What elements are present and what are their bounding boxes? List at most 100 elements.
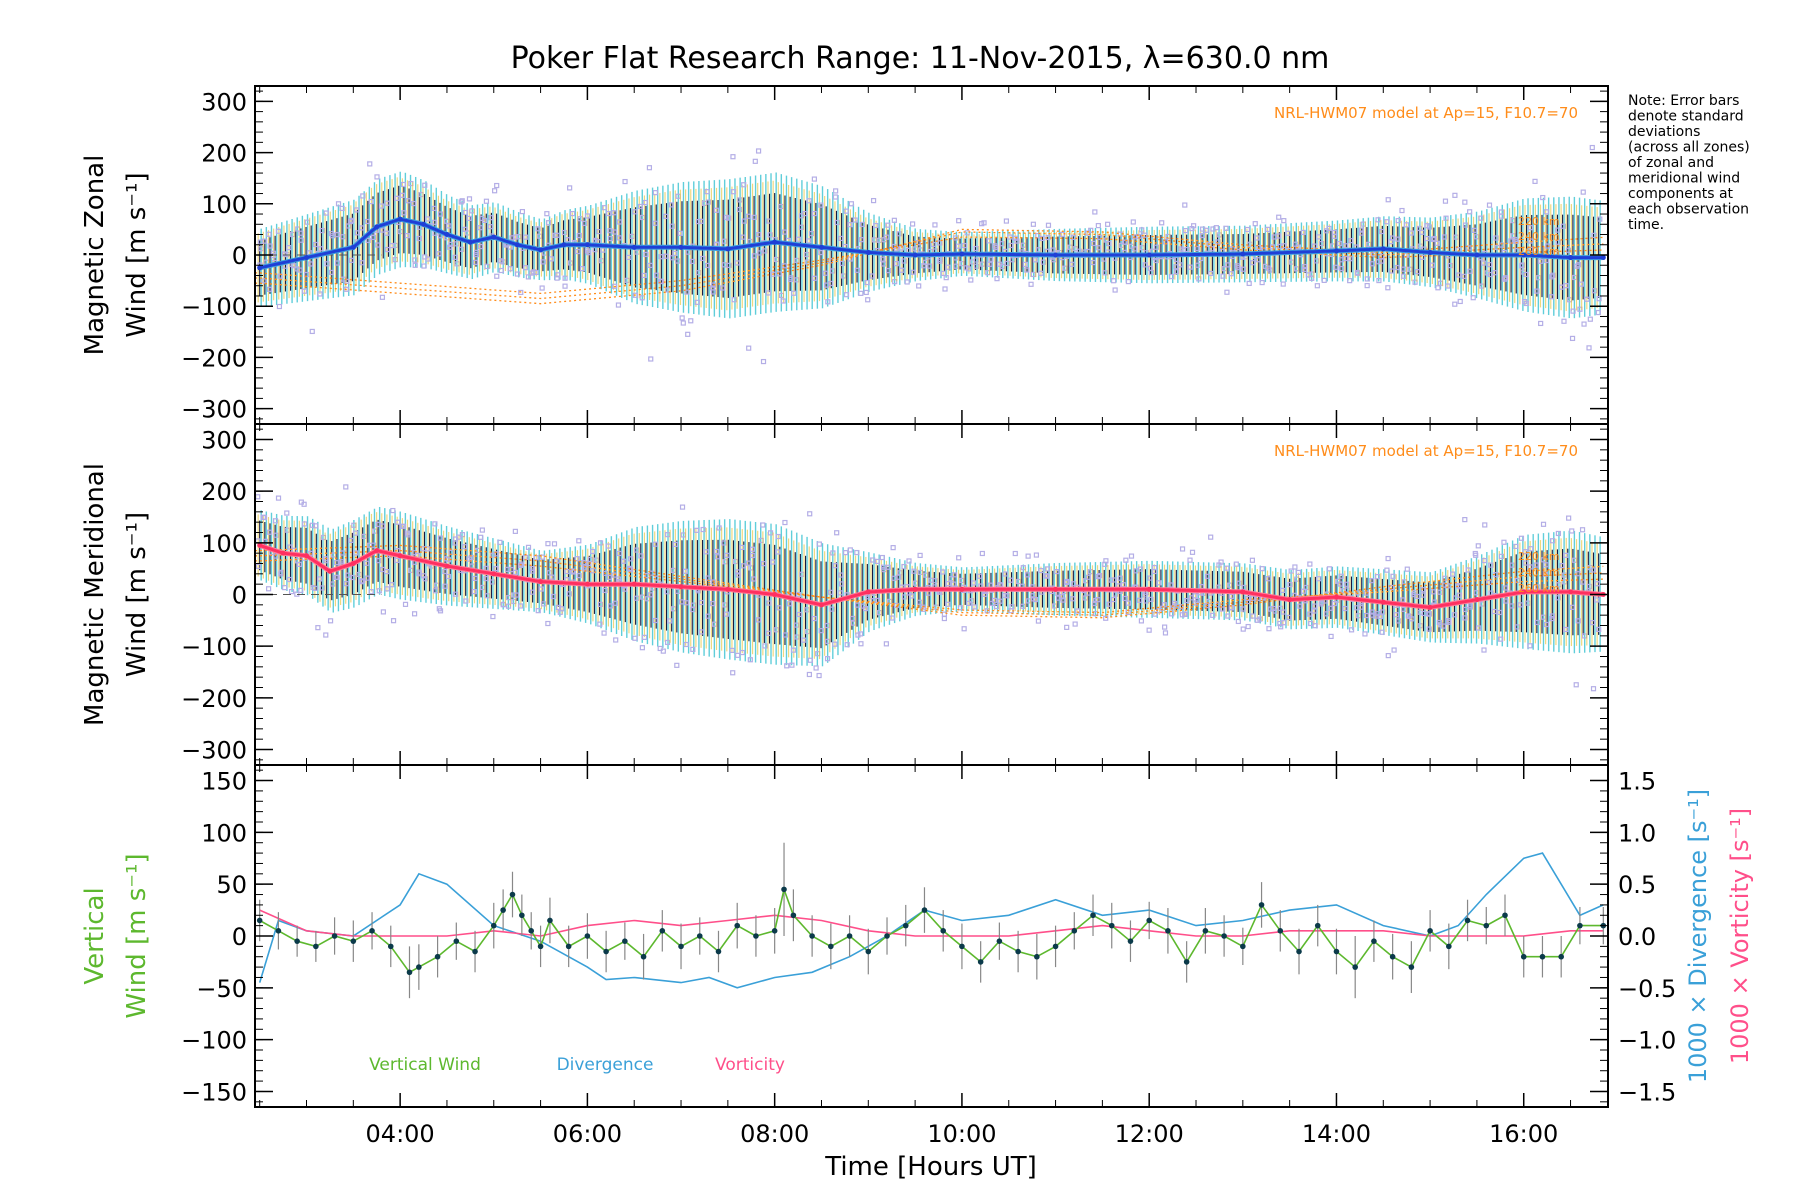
zone-wind-point — [472, 575, 478, 582]
zone-wind-point — [968, 277, 974, 283]
zone-wind-point — [622, 586, 628, 592]
zone-wind-point — [1488, 562, 1494, 568]
zone-wind-point — [544, 211, 550, 217]
zone-wind-point — [482, 217, 488, 224]
vertical-wind-point — [1108, 922, 1115, 929]
x-tick-label: 16:00 — [1489, 1120, 1558, 1148]
zone-wind-point — [880, 256, 886, 262]
zone-wind-point — [1194, 245, 1200, 252]
zone-wind-point — [767, 530, 774, 536]
zone-wind-point — [266, 231, 272, 237]
zone-wind-point — [988, 256, 994, 262]
zone-wind-point — [1300, 588, 1307, 594]
zone-wind-point — [425, 546, 431, 552]
zone-wind-point — [1168, 582, 1174, 588]
zone-wind-point — [282, 585, 288, 591]
zone-wind-point — [955, 243, 961, 249]
zone-wind-point — [822, 270, 828, 276]
zone-wind-point — [755, 148, 762, 154]
vertical-wind-point — [387, 943, 394, 950]
zone-wind-point — [993, 603, 1000, 610]
zone-wind-point — [1395, 217, 1401, 224]
vertical-wind-point — [715, 948, 722, 955]
zone-wind-point — [1038, 567, 1044, 574]
zone-wind-point — [411, 611, 418, 617]
zone-wind-point — [937, 256, 944, 262]
zone-wind-point — [345, 572, 351, 578]
zone-wind-point — [643, 251, 649, 258]
zone-wind-point — [1292, 564, 1298, 570]
zone-wind-point — [570, 568, 576, 574]
zone-wind-point — [1597, 216, 1603, 222]
zone-wind-point — [1467, 268, 1473, 274]
zone-wind-point — [945, 601, 951, 607]
zone-wind-point — [1092, 610, 1099, 617]
note-line: (across all zones) — [1628, 140, 1750, 156]
zone-wind-point — [508, 566, 514, 573]
zone-wind-point — [1358, 227, 1365, 233]
zone-wind-point — [1550, 272, 1556, 278]
zone-wind-point — [353, 207, 360, 213]
zone-wind-point — [889, 615, 895, 621]
mean-wind-point — [1568, 255, 1574, 261]
legend-entry: Divergence — [557, 1055, 654, 1075]
zone-wind-point — [752, 158, 758, 164]
zone-wind-point — [1566, 515, 1572, 521]
vertical-wind-point — [622, 938, 628, 944]
zone-wind-point — [1532, 178, 1538, 184]
zone-wind-point — [704, 262, 711, 269]
mean-wind-point — [257, 265, 263, 271]
zone-wind-point — [1560, 223, 1566, 229]
vertical-wind-point — [959, 943, 965, 950]
note-line: meridional wind — [1628, 171, 1740, 187]
zone-wind-point — [1401, 606, 1407, 612]
vertical-wind-point — [294, 938, 300, 944]
zone-wind-point — [740, 563, 747, 569]
vertical-wind-point — [1146, 917, 1152, 924]
zone-wind-point — [1590, 620, 1596, 626]
zone-wind-point — [1085, 574, 1092, 580]
zone-wind-point — [1245, 595, 1251, 602]
zone-wind-point — [1379, 253, 1385, 260]
y2-tick-label: 1.0 — [1618, 819, 1656, 847]
zone-wind-point — [795, 236, 802, 242]
zone-wind-point — [458, 199, 464, 205]
zone-wind-point — [1443, 215, 1449, 221]
mean-wind-point — [397, 216, 403, 222]
zone-wind-point — [1130, 219, 1136, 225]
vertical-wind-point — [781, 886, 787, 893]
zone-wind-point — [1152, 611, 1158, 617]
zone-wind-point — [930, 241, 936, 248]
zone-wind-point — [1054, 568, 1060, 575]
zone-wind-point — [1527, 564, 1533, 570]
zone-wind-point — [564, 568, 570, 575]
vertical-wind-point — [865, 948, 872, 955]
zone-wind-point — [730, 154, 736, 160]
zone-wind-point — [741, 182, 747, 188]
mean-wind-point — [491, 571, 497, 577]
zone-wind-point — [422, 576, 428, 582]
zone-wind-point — [1569, 604, 1575, 610]
zone-wind-point — [1462, 199, 1468, 205]
zone-wind-point — [1286, 614, 1292, 621]
vertical-wind-point — [1258, 902, 1265, 908]
zone-wind-point — [432, 521, 438, 527]
zone-wind-point — [1543, 562, 1549, 568]
zone-wind-point — [402, 601, 409, 607]
mean-wind-point — [865, 249, 871, 255]
zone-wind-point — [646, 165, 653, 171]
zone-wind-point — [384, 569, 390, 575]
zone-wind-point — [690, 646, 696, 652]
legend-entry: Vorticity — [715, 1055, 785, 1075]
zone-wind-point — [297, 267, 303, 273]
plot-area — [255, 484, 1606, 692]
zone-wind-point — [1481, 557, 1487, 564]
zone-wind-point — [540, 259, 546, 265]
zone-wind-point — [890, 545, 896, 551]
zone-wind-point — [714, 548, 720, 555]
zone-wind-point — [1039, 235, 1045, 242]
zone-wind-point — [1538, 320, 1544, 327]
zone-wind-point — [1331, 600, 1338, 607]
zone-wind-point — [425, 216, 431, 222]
zone-wind-point — [700, 255, 706, 262]
